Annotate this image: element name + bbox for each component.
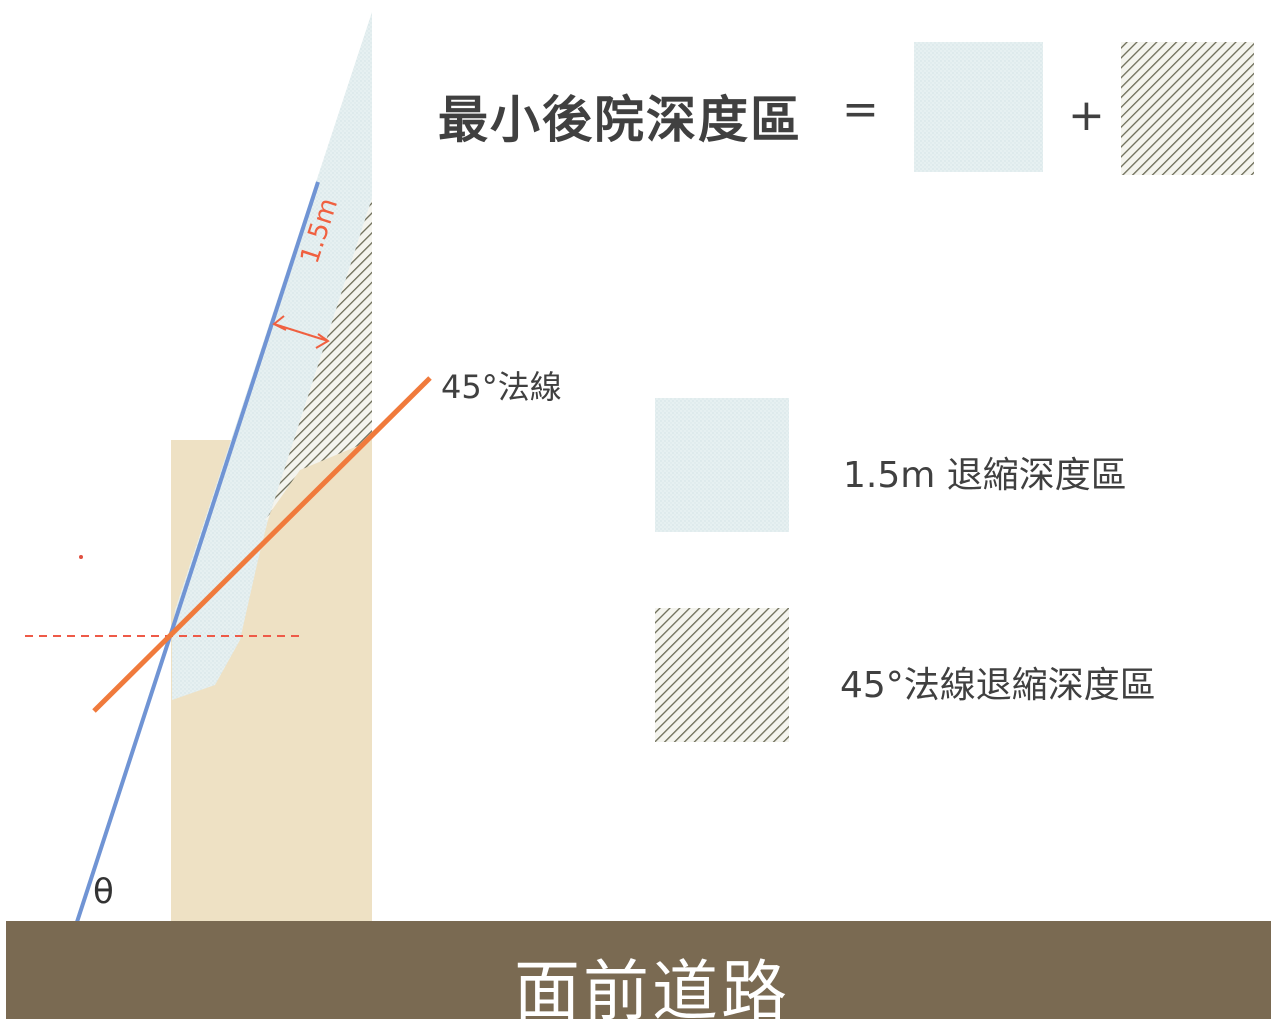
equals-sign: = — [842, 84, 879, 135]
normal-line-label: 45°法線 — [441, 368, 562, 406]
road-label: 面前道路 — [514, 953, 790, 1030]
sloped-limit-line — [75, 181, 320, 923]
marker-dot — [79, 555, 83, 559]
legend-swatch-hatch — [655, 608, 789, 742]
title-swatch-setback — [914, 42, 1043, 172]
plus-sign: + — [1068, 90, 1105, 141]
normal-45-line — [92, 376, 432, 713]
road-bar — [6, 921, 1271, 1019]
legend-item-setback-label: 1.5m 退縮深度區 — [843, 455, 1127, 496]
legend-item-hatch-label: 45°法線退縮深度區 — [840, 665, 1156, 706]
setback-zone-45-normal — [265, 198, 372, 520]
angle-label: θ — [93, 872, 114, 912]
diagram-title: 最小後院深度區 — [438, 91, 802, 149]
legend-swatch-setback — [655, 398, 789, 532]
title-swatch-hatch — [1121, 42, 1254, 175]
setback-zone-1-5m — [172, 12, 372, 700]
dimension-arrow — [272, 315, 330, 349]
